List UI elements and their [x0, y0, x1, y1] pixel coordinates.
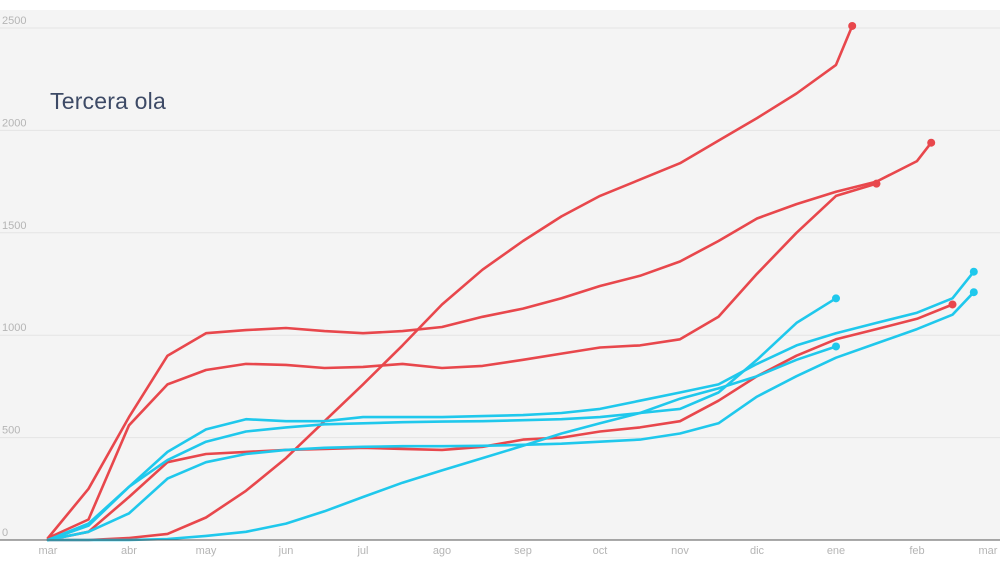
x-tick-label: jul — [356, 545, 368, 557]
x-tick-label: abr — [121, 545, 137, 557]
series-line-1 — [46, 141, 933, 540]
y-tick-label: 2000 — [2, 117, 26, 129]
y-tick-label: 500 — [2, 425, 20, 437]
y-tick-label: 0 — [2, 527, 8, 539]
x-tick-label: feb — [909, 545, 924, 557]
chart-title: Tercera ola — [50, 88, 166, 114]
x-tick-label: ago — [433, 545, 451, 557]
series-line-4 — [46, 303, 954, 542]
series-end-marker-2 — [872, 179, 881, 188]
y-tick-label: 2500 — [2, 15, 26, 27]
x-tick-label: may — [196, 545, 217, 557]
x-tick-label: oct — [593, 545, 608, 557]
series-end-marker-7 — [969, 288, 978, 297]
series-line-6 — [46, 296, 838, 542]
x-tick-label: mar — [979, 545, 998, 557]
x-tick-label: mar — [39, 545, 58, 557]
series-line-2 — [46, 182, 878, 540]
x-tick-label: nov — [671, 545, 689, 557]
y-axis-tick-labels: 0 500 1000 1500 2000 2500 — [2, 15, 26, 539]
x-tick-label: sep — [514, 545, 532, 557]
series-end-marker-1 — [927, 138, 936, 147]
series-line-8 — [46, 345, 838, 542]
series-end-marker-8 — [832, 342, 840, 351]
y-tick-label: 1500 — [2, 220, 26, 232]
series-end-marker-5 — [969, 267, 978, 276]
x-tick-label: jun — [278, 545, 294, 557]
series-line-3 — [46, 24, 854, 542]
series-lines — [46, 21, 978, 542]
series-end-marker-4 — [948, 300, 957, 309]
series-end-marker-3 — [848, 21, 857, 30]
x-axis-tick-labels: mar abr may jun jul ago sep oct nov dic ene feb mar — [39, 545, 998, 557]
x-tick-label: dic — [750, 545, 765, 557]
x-tick-label: ene — [827, 545, 845, 557]
series-line-5 — [46, 270, 976, 542]
y-tick-label: 1000 — [2, 322, 26, 334]
series-end-marker-6 — [832, 294, 840, 303]
gridlines — [0, 27, 1000, 439]
